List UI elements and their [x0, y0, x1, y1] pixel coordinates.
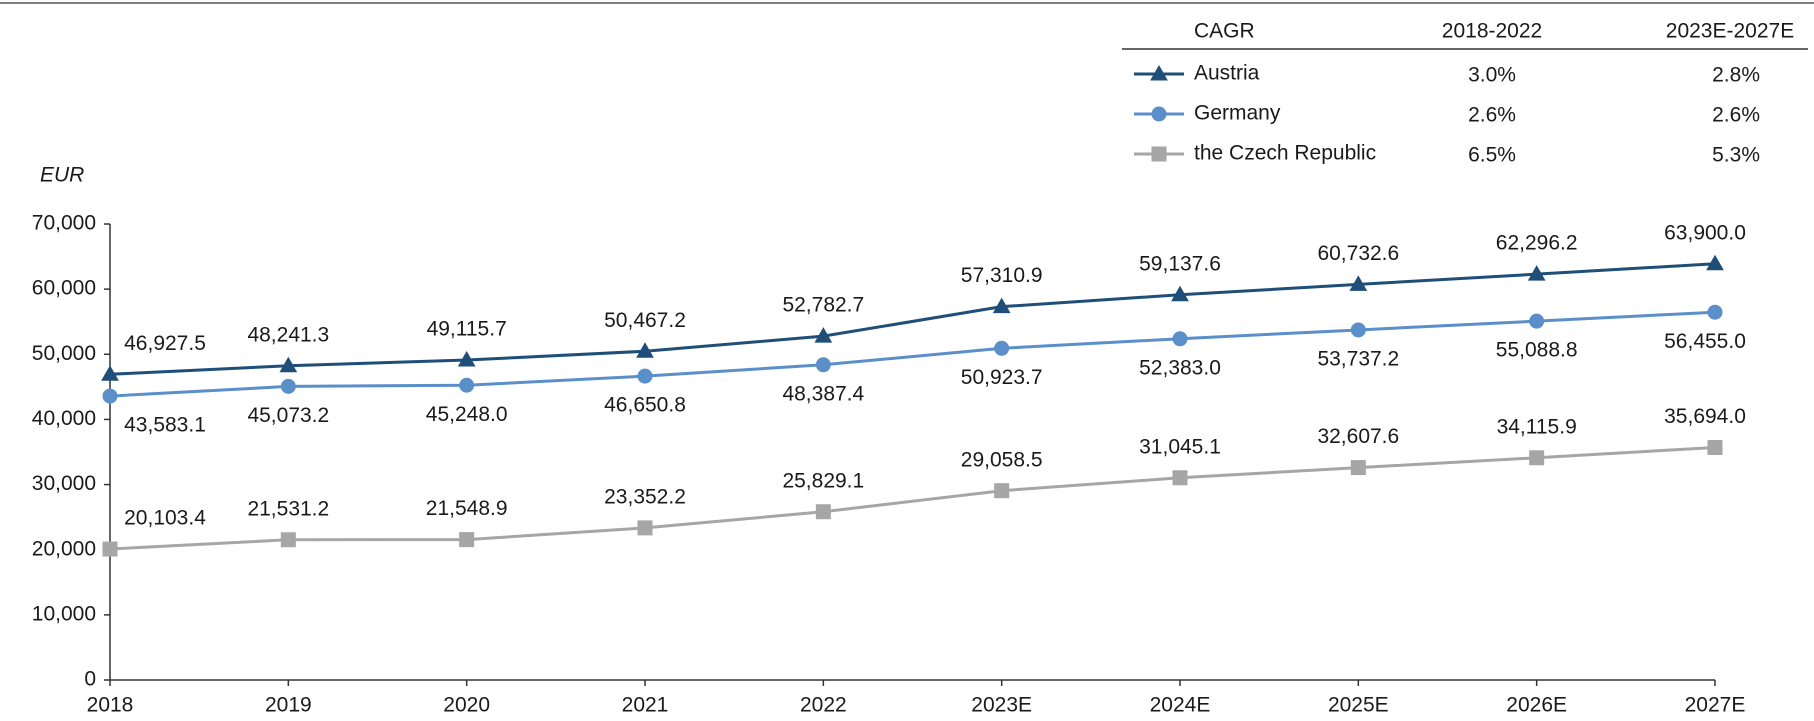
data-label: 55,088.8: [1496, 339, 1578, 362]
data-label: 21,531.2: [247, 497, 329, 520]
data-label: 56,455.0: [1664, 330, 1746, 353]
data-label: 57,310.9: [961, 264, 1043, 287]
data-point: [814, 327, 833, 343]
legend-label: Germany: [1194, 102, 1281, 125]
y-tick-label: 50,000: [32, 342, 96, 365]
data-label: 43,583.1: [124, 414, 206, 437]
data-point: [1707, 304, 1723, 320]
data-point: [101, 365, 119, 381]
data-point: [459, 377, 475, 393]
data-label: 52,782.7: [782, 294, 864, 317]
data-label: 48,241.3: [247, 323, 329, 346]
data-label: 34,115.9: [1497, 415, 1577, 438]
data-label: 35,694.0: [1664, 405, 1746, 428]
data-label: 29,058.5: [961, 448, 1043, 471]
data-point: [102, 541, 118, 557]
table-header: 2023E-2027E: [1666, 20, 1794, 43]
y-tick-label: 40,000: [32, 407, 96, 430]
data-point: [1529, 313, 1545, 329]
table-header: CAGR: [1194, 20, 1255, 43]
x-tick-label: 2022: [800, 694, 847, 717]
x-tick-label: 2025E: [1328, 694, 1389, 717]
data-label: 63,900.0: [1664, 221, 1746, 244]
data-label: 60,732.6: [1317, 242, 1399, 265]
data-label: 50,923.7: [961, 366, 1043, 389]
data-point: [994, 340, 1010, 356]
data-label: 50,467.2: [604, 309, 686, 332]
data-point: [280, 378, 296, 394]
data-point: [1349, 275, 1368, 291]
data-point: [1350, 322, 1366, 338]
data-point: [815, 504, 831, 520]
data-point: [279, 356, 298, 373]
data-point: [1172, 470, 1188, 486]
series-line: [109, 445, 1716, 551]
legend-label: Austria: [1194, 62, 1260, 85]
data-point: [459, 532, 475, 548]
y-tick-label: 30,000: [32, 472, 96, 495]
x-tick-label: 2024E: [1150, 694, 1211, 717]
data-label: 62,296.2: [1496, 232, 1578, 255]
y-tick-label: 20,000: [32, 537, 96, 560]
x-tick-label: 2021: [622, 694, 669, 717]
legend-label: the Czech Republic: [1194, 142, 1376, 165]
table-cell: 2.6%: [1468, 104, 1516, 127]
series-line: [109, 262, 1716, 376]
data-point: [1172, 331, 1188, 347]
legend-marker: [1150, 64, 1168, 81]
x-tick-label: 2026E: [1506, 694, 1567, 717]
legend-marker: [1151, 106, 1167, 122]
data-label: 53,737.2: [1317, 347, 1399, 370]
x-tick-label: 2023E: [971, 694, 1032, 717]
data-point: [637, 368, 653, 384]
x-tick-label: 2019: [265, 694, 312, 717]
y-tick-label: 0: [84, 668, 96, 691]
data-label: 52,383.0: [1139, 356, 1221, 379]
table-cell: 2.8%: [1712, 64, 1760, 87]
data-label: 20,103.4: [124, 507, 206, 530]
y-tick-label: 70,000: [32, 212, 96, 235]
data-label: 45,248.0: [426, 403, 508, 426]
data-label: 59,137.6: [1139, 252, 1221, 275]
data-point: [637, 520, 653, 536]
data-point: [1171, 285, 1189, 302]
data-label: 46,650.8: [604, 394, 686, 417]
data-point: [1350, 460, 1366, 476]
data-point: [1527, 265, 1546, 281]
data-point: [280, 532, 296, 548]
x-tick-label: 2027E: [1685, 694, 1746, 717]
table-header: 2018-2022: [1442, 20, 1542, 43]
data-point: [636, 342, 654, 358]
data-label: 25,829.1: [782, 469, 864, 492]
x-tick-label: 2020: [443, 694, 490, 717]
table-cell: 3.0%: [1468, 64, 1516, 87]
data-point: [457, 351, 476, 367]
data-point: [994, 483, 1010, 499]
data-point: [1706, 254, 1724, 271]
y-tick-label: 60,000: [32, 277, 96, 300]
table-cell: 6.5%: [1468, 144, 1516, 167]
data-label: 49,115.7: [427, 318, 507, 341]
series-line: [109, 310, 1716, 398]
data-point: [815, 357, 831, 373]
x-tick-label: 2018: [87, 694, 134, 717]
data-label: 23,352.2: [604, 485, 686, 508]
y-tick-label: 10,000: [32, 602, 96, 625]
table-cell: 5.3%: [1712, 144, 1760, 167]
table-cell: 2.6%: [1712, 104, 1760, 127]
data-label: 45,073.2: [247, 404, 329, 427]
data-label: 31,045.1: [1139, 435, 1221, 458]
data-point: [992, 297, 1011, 314]
data-label: 48,387.4: [782, 382, 864, 405]
data-point: [102, 388, 118, 404]
y-axis-label: EUR: [40, 164, 84, 187]
data-label: 32,607.6: [1317, 425, 1399, 448]
data-label: 21,548.9: [426, 497, 508, 520]
data-point: [1707, 439, 1723, 455]
data-label: 46,927.5: [124, 332, 206, 355]
data-point: [1529, 450, 1545, 466]
legend-marker: [1151, 146, 1167, 162]
